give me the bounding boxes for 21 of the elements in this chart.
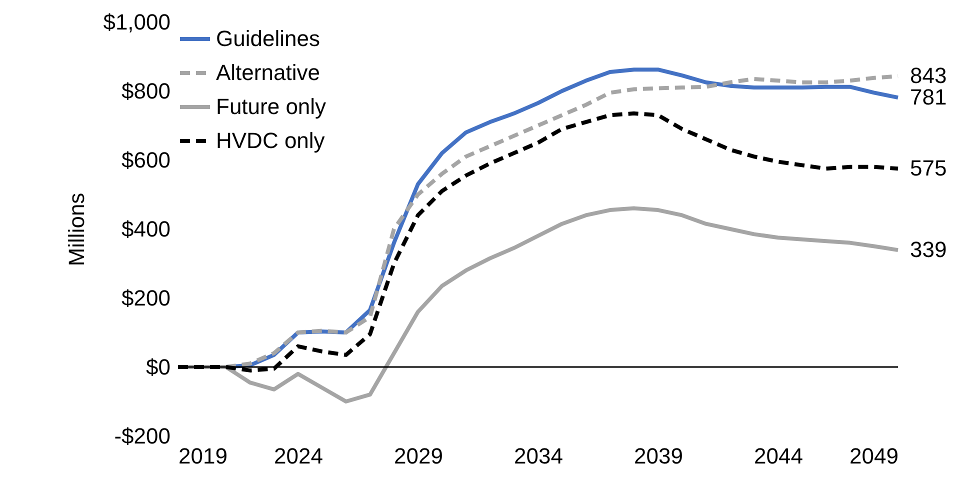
legend-label: HVDC only — [216, 128, 325, 153]
legend-label: Future only — [216, 94, 326, 119]
y-tick-label: -$200 — [114, 424, 170, 448]
x-tick-label: 2024 — [274, 444, 323, 468]
x-tick-label: 2049 — [850, 444, 898, 468]
data-label: 339 — [910, 237, 947, 262]
y-tick-label: $400 — [122, 216, 170, 242]
x-tick-label: 2019 — [178, 444, 228, 468]
legend-label: Alternative — [216, 60, 320, 85]
legend-label: Guidelines — [216, 26, 320, 51]
x-tick-label: 2029 — [394, 444, 443, 468]
y-tick-label: $600 — [122, 148, 170, 172]
y-tick-label: $200 — [122, 286, 170, 310]
x-tick-label: 2039 — [634, 444, 683, 468]
y-tick-label: $0 — [146, 354, 170, 380]
y-tick-label: $800 — [122, 78, 170, 104]
y-axis-title: Millions — [64, 192, 90, 266]
x-tick-label: 2044 — [754, 444, 803, 468]
data-label: 575 — [910, 156, 947, 181]
y-tick-label: $1,000 — [103, 10, 170, 34]
x-tick-label: 2034 — [514, 444, 563, 468]
